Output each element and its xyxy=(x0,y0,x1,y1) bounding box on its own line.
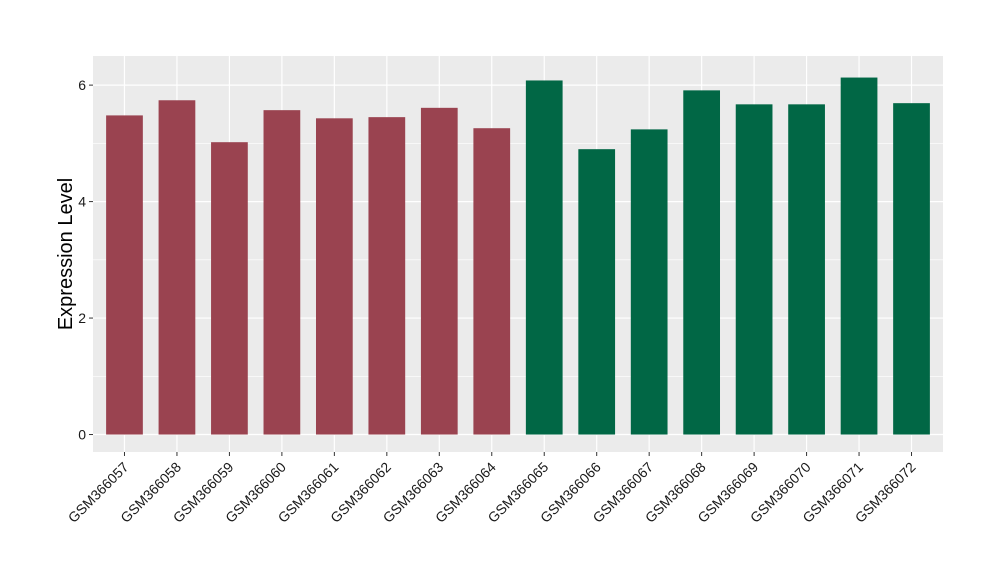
bar xyxy=(578,149,616,435)
bar xyxy=(788,104,825,435)
y-tick-label: 4 xyxy=(78,194,86,210)
bar xyxy=(263,110,301,435)
y-tick-label: 2 xyxy=(78,310,86,326)
y-axis-title: Expression Level xyxy=(55,178,77,330)
bar xyxy=(840,77,878,435)
bar xyxy=(630,129,668,435)
y-tick-label: 6 xyxy=(78,77,86,93)
bar xyxy=(420,107,458,435)
bar xyxy=(158,100,196,435)
y-axis: 0 2 4 6 xyxy=(78,77,93,443)
bar xyxy=(473,128,511,435)
bar xyxy=(106,115,143,435)
bars xyxy=(106,77,930,435)
bar xyxy=(893,103,930,435)
bar xyxy=(735,104,773,435)
bar xyxy=(315,118,353,435)
x-axis: GSM366057GSM366058GSM366059GSM366060GSM3… xyxy=(65,452,919,526)
bar xyxy=(211,142,248,435)
y-tick-label: 0 xyxy=(78,427,86,443)
bar xyxy=(368,117,406,435)
bar xyxy=(525,80,563,435)
bar xyxy=(683,90,721,435)
